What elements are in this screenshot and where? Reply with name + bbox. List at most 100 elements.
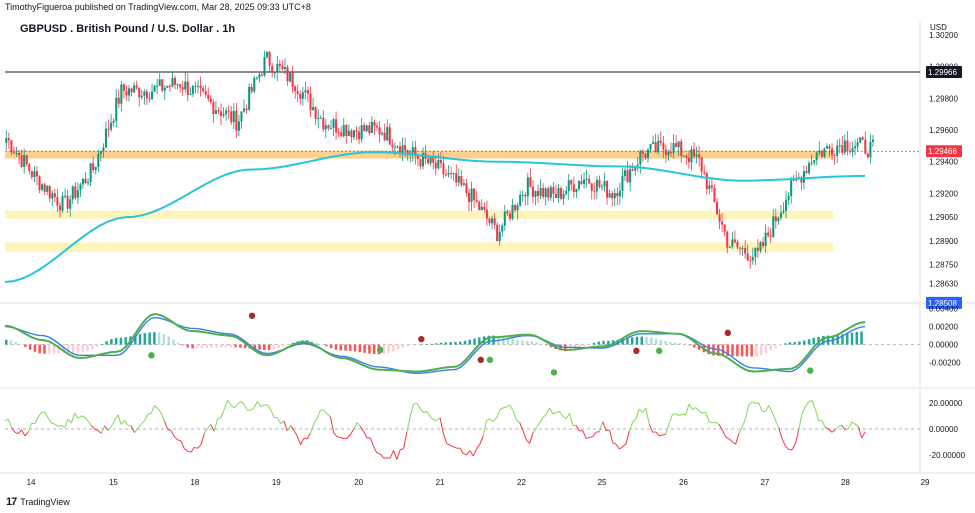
candle-body[interactable] [864,139,867,154]
candle-body[interactable] [871,139,874,142]
candle-body[interactable] [715,201,719,215]
candle-body[interactable] [792,179,795,181]
candle-body[interactable] [759,242,762,251]
candle-body[interactable] [588,178,591,184]
candle-body[interactable] [204,91,207,95]
candle-body[interactable] [53,193,56,198]
candle-body[interactable] [680,141,683,156]
candle-body[interactable] [115,97,118,121]
candle-body[interactable] [800,177,803,183]
candle-body[interactable] [324,125,327,130]
candle-body[interactable] [769,235,772,237]
candle-body[interactable] [281,66,284,69]
candle-body[interactable] [401,145,404,154]
candle-body[interactable] [539,187,542,196]
candle-body[interactable] [156,85,159,87]
candle-body[interactable] [314,107,317,120]
candle-body[interactable] [838,145,841,147]
candle-body[interactable] [669,151,673,153]
candle-body[interactable] [544,188,547,197]
candle-body[interactable] [375,125,379,128]
candle-body[interactable] [524,194,527,197]
candle-body[interactable] [230,111,233,123]
candle-body[interactable] [393,146,396,148]
candle-body[interactable] [790,180,793,197]
candle-body[interactable] [158,79,161,86]
candle-body[interactable] [598,179,601,187]
candle-body[interactable] [859,137,862,143]
candle-body[interactable] [657,140,660,153]
candle-body[interactable] [38,176,41,190]
candle-body[interactable] [271,65,274,73]
candle-body[interactable] [153,85,156,92]
candle-body[interactable] [184,81,187,90]
candle-body[interactable] [278,63,281,67]
candle-body[interactable] [421,152,425,167]
candle-body[interactable] [475,199,478,202]
candle-body[interactable] [785,199,788,211]
candle-body[interactable] [519,194,522,206]
candle-body[interactable] [28,164,31,172]
candle-body[interactable] [498,231,501,242]
candle-body[interactable] [565,190,568,194]
candle-body[interactable] [10,140,13,153]
candle-body[interactable] [89,163,92,182]
candle-body[interactable] [695,154,698,157]
candle-body[interactable] [595,179,598,192]
candle-body[interactable] [130,88,133,93]
candle-body[interactable] [125,90,128,96]
candle-body[interactable] [199,85,202,89]
candle-body[interactable] [820,150,823,157]
candle-body[interactable] [460,176,463,185]
candle-body[interactable] [378,127,381,135]
macd-cross-dot[interactable] [148,352,155,359]
candle-body[interactable] [677,141,680,148]
candle-body[interactable] [450,173,453,175]
candle-body[interactable] [117,97,120,104]
candle-body[interactable] [391,144,394,147]
candle-body[interactable] [56,197,59,206]
candle-body[interactable] [345,125,348,137]
candle-body[interactable] [342,125,345,137]
candle-body[interactable] [831,148,834,156]
candle-body[interactable] [777,217,780,222]
candle-body[interactable] [217,110,220,112]
candle-body[interactable] [409,152,412,154]
candle-body[interactable] [58,205,61,211]
candle-body[interactable] [728,246,731,248]
candle-body[interactable] [521,194,524,196]
candle-body[interactable] [511,204,514,219]
candle-body[interactable] [496,224,499,242]
candle-body[interactable] [33,171,36,178]
candle-body[interactable] [168,85,171,87]
candle-body[interactable] [560,188,563,199]
candle-body[interactable] [600,186,603,188]
candle-body[interactable] [503,211,506,226]
candle-body[interactable] [404,145,407,151]
candle-body[interactable] [416,155,419,160]
candle-body[interactable] [572,184,575,193]
candle-body[interactable] [398,146,402,154]
candle-body[interactable] [705,173,708,190]
candle-body[interactable] [388,127,391,145]
candle-body[interactable] [266,51,269,58]
candle-body[interactable] [237,121,240,131]
macd-panel[interactable] [4,312,920,376]
candle-body[interactable] [562,193,565,199]
candle-body[interactable] [557,188,560,198]
candle-body[interactable] [741,248,744,250]
candle-body[interactable] [370,121,373,134]
candle-body[interactable] [373,121,376,126]
candle-body[interactable] [606,181,609,198]
candle-body[interactable] [143,91,146,96]
candle-body[interactable] [636,164,639,166]
candle-body[interactable] [437,160,440,169]
candle-body[interactable] [383,132,386,141]
candle-body[interactable] [296,91,299,94]
candle-body[interactable] [122,84,125,91]
candle-body[interactable] [133,85,136,93]
candle-body[interactable] [120,84,123,104]
candle-body[interactable] [751,256,754,261]
candle-body[interactable] [787,196,790,200]
candle-body[interactable] [833,155,836,157]
